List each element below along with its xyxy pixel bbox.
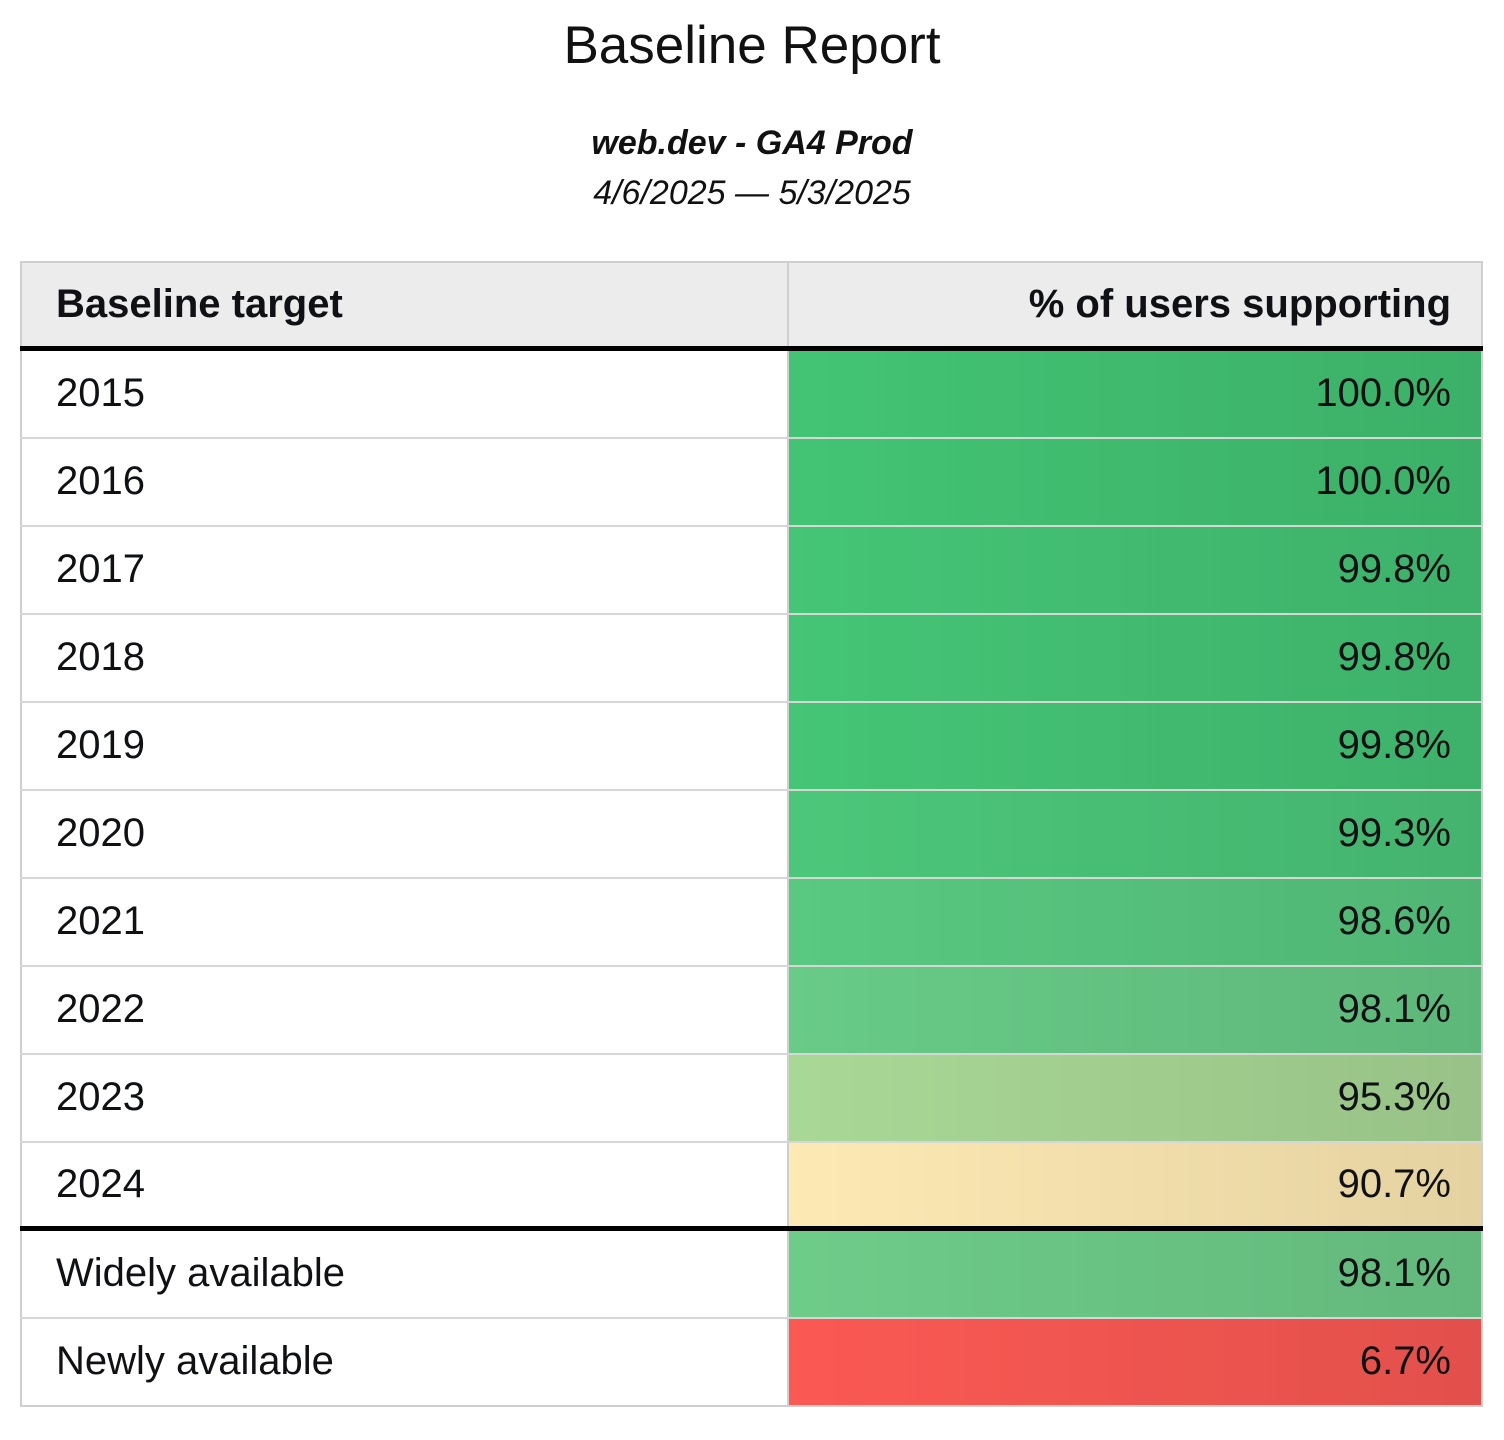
table-row: Newly available 6.7% (21, 1317, 1482, 1406)
baseline-target-label: 2020 (21, 789, 789, 879)
table-row: Widely available 98.1% (21, 1228, 1482, 1319)
support-percentage-value: 100.0% (788, 348, 1482, 439)
support-percentage-value: 99.8% (788, 525, 1482, 615)
support-percentage-value: 90.7% (788, 1141, 1482, 1231)
column-header-baseline-target: Baseline target (21, 261, 789, 351)
table-header-row: Baseline target % of users supporting (21, 261, 1482, 351)
page-title: Baseline Report (563, 16, 941, 75)
table-row: 2018 99.8% (21, 613, 1482, 703)
report-date-range: 4/6/2025 — 5/3/2025 (593, 174, 911, 213)
support-percentage-value: 98.1% (788, 965, 1482, 1055)
table-body: 2015 100.0% 2016 100.0% 2017 99.8% 2018 99.8% 20… (21, 348, 1482, 1406)
support-percentage-value: 6.7% (788, 1317, 1482, 1406)
report-property-name: web.dev - GA4 Prod (591, 123, 913, 162)
support-percentage-value: 98.6% (788, 877, 1482, 967)
support-percentage-value: 99.3% (788, 789, 1482, 879)
baseline-target-label: 2017 (21, 525, 789, 615)
support-percentage-value: 95.3% (788, 1053, 1482, 1143)
table-row: 2017 99.8% (21, 525, 1482, 615)
table-row: 2022 98.1% (21, 965, 1482, 1055)
table-row: 2021 98.6% (21, 877, 1482, 967)
table-row: 2020 99.3% (21, 789, 1482, 879)
table-row: 2016 100.0% (21, 437, 1482, 527)
baseline-target-label: 2015 (21, 348, 789, 439)
baseline-support-table: Baseline target % of users supporting 20… (20, 260, 1483, 1407)
table-row: 2019 99.8% (21, 701, 1482, 791)
table-row: 2023 95.3% (21, 1053, 1482, 1143)
support-percentage-value: 99.8% (788, 701, 1482, 791)
baseline-target-label: 2021 (21, 877, 789, 967)
baseline-target-label: Widely available (21, 1228, 789, 1319)
baseline-target-label: Newly available (21, 1317, 789, 1406)
table-row: 2024 90.7% (21, 1141, 1482, 1231)
baseline-target-label: 2023 (21, 1053, 789, 1143)
baseline-target-label: 2016 (21, 437, 789, 527)
baseline-report: Baseline Report web.dev - GA4 Prod 4/6/2… (0, 14, 1504, 1407)
baseline-target-label: 2024 (21, 1141, 789, 1231)
support-percentage-value: 99.8% (788, 613, 1482, 703)
baseline-target-label: 2018 (21, 613, 789, 703)
column-header-percent-users-supporting: % of users supporting (788, 261, 1482, 351)
baseline-target-label: 2019 (21, 701, 789, 791)
baseline-target-label: 2022 (21, 965, 789, 1055)
support-percentage-value: 100.0% (788, 437, 1482, 527)
support-percentage-value: 98.1% (788, 1228, 1482, 1319)
table-row: 2015 100.0% (21, 348, 1482, 439)
